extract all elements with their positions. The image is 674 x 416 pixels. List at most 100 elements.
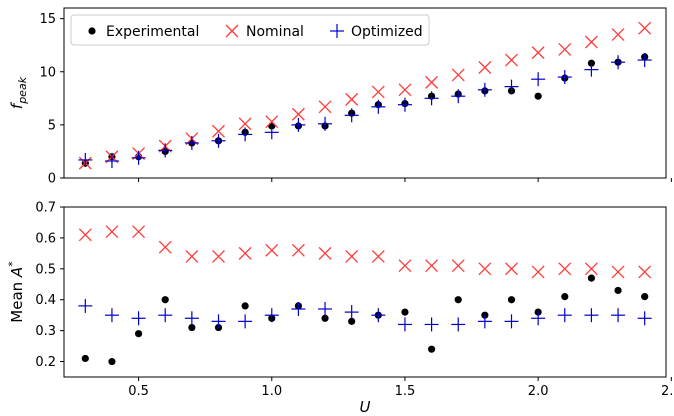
- y-tick-label: 0.4: [35, 293, 56, 308]
- point-nominal: [398, 83, 412, 97]
- point-optimized: [291, 117, 306, 132]
- point-nominal: [371, 85, 385, 99]
- point-nominal: [638, 21, 652, 35]
- y-tick-label: 0: [48, 172, 56, 187]
- series-experimental: [81, 274, 649, 366]
- series-experimental: [81, 53, 649, 167]
- point-nominal: [584, 35, 598, 49]
- y-tick-label: 10: [39, 65, 56, 80]
- point-optimized: [424, 317, 439, 332]
- axes-frame: [63, 7, 667, 179]
- point-nominal: [478, 61, 492, 74]
- y-tick-label: 15: [39, 12, 56, 27]
- point-nominal: [238, 117, 252, 131]
- point-optimized: [504, 314, 519, 329]
- point-experimental: [321, 314, 329, 322]
- x-tick-label: 1.0: [261, 384, 282, 399]
- point-optimized: [211, 314, 226, 329]
- point-optimized: [344, 108, 359, 123]
- y-axis-label: fpeak: [8, 76, 29, 109]
- y-tick-label: 0.7: [35, 201, 56, 216]
- point-nominal: [531, 265, 545, 279]
- point-optimized: [264, 308, 279, 323]
- point-experimental: [188, 323, 196, 332]
- point-experimental: [427, 345, 436, 353]
- y-tick-label: 0.2: [35, 355, 56, 370]
- series-optimized: [78, 53, 652, 168]
- point-nominal: [78, 228, 92, 242]
- point-optimized: [318, 116, 333, 131]
- point-experimental: [614, 286, 622, 295]
- point-nominal: [291, 107, 305, 121]
- x-axis-label: U: [360, 398, 371, 416]
- point-optimized: [531, 72, 546, 87]
- point-nominal: [425, 259, 439, 273]
- point-nominal: [478, 262, 492, 276]
- point-nominal: [105, 225, 119, 239]
- legend-label-experimental: Experimental: [106, 24, 199, 40]
- point-optimized: [158, 308, 173, 323]
- point-optimized: [557, 70, 572, 85]
- x-tick-label: 2.0: [528, 384, 549, 399]
- point-nominal: [451, 259, 465, 273]
- point-optimized: [611, 55, 626, 70]
- point-optimized: [397, 317, 412, 332]
- point-optimized: [637, 53, 652, 68]
- point-nominal: [265, 115, 279, 129]
- point-optimized: [504, 79, 519, 94]
- point-experimental: [454, 296, 462, 304]
- point-optimized: [238, 314, 253, 329]
- point-optimized: [584, 308, 599, 323]
- point-optimized: [584, 62, 599, 77]
- point-nominal: [611, 265, 625, 279]
- point-optimized: [318, 302, 333, 316]
- point-optimized: [344, 305, 359, 320]
- point-nominal: [158, 240, 172, 254]
- point-optimized: [371, 99, 386, 114]
- point-nominal: [398, 259, 412, 273]
- point-nominal: [371, 249, 385, 263]
- legend: Experimental Nominal Optimized: [70, 14, 430, 46]
- point-optimized: [424, 91, 439, 106]
- series-optimized: [78, 298, 652, 332]
- point-experimental: [587, 274, 596, 282]
- point-experimental: [507, 296, 516, 304]
- point-experimental: [561, 293, 569, 301]
- point-optimized: [451, 317, 466, 332]
- axes-frame: [63, 206, 667, 378]
- point-optimized: [291, 302, 306, 316]
- series-nominal: [78, 225, 652, 279]
- point-optimized: [104, 308, 119, 323]
- point-nominal: [238, 246, 252, 260]
- point-optimized: [557, 308, 572, 323]
- point-optimized: [211, 133, 226, 148]
- point-experimental: [81, 354, 89, 363]
- point-optimized: [78, 298, 93, 313]
- y-tick-label: 0.5: [35, 262, 56, 277]
- point-optimized: [611, 308, 626, 323]
- point-experimental: [241, 302, 249, 310]
- point-experimental: [161, 296, 169, 304]
- point-optimized: [131, 311, 146, 326]
- point-nominal: [531, 46, 545, 60]
- point-experimental: [641, 293, 649, 301]
- legend-label-nominal: Nominal: [246, 24, 304, 40]
- bottom-panel-mean-amplitude: 0.2 0.3 0.4 0.5 0.6 0.7 0.5 1.0 1.5 2.0 2.5 Mean A*…: [6, 201, 674, 416]
- point-optimized: [477, 82, 492, 97]
- point-nominal: [505, 262, 518, 276]
- point-optimized: [451, 89, 466, 104]
- top-panel-peak-frequency: 0 5 10 15 fpeak Experimental Nominal Optimized: [8, 7, 672, 187]
- point-experimental: [108, 357, 116, 366]
- point-optimized: [637, 311, 652, 326]
- point-optimized: [184, 135, 199, 150]
- point-nominal: [611, 28, 625, 42]
- point-nominal: [185, 249, 199, 263]
- point-experimental: [348, 317, 356, 325]
- point-nominal: [291, 243, 305, 257]
- point-nominal: [584, 262, 598, 276]
- legend-marker-experimental: [88, 27, 96, 35]
- x-tick-label: 2.5: [661, 384, 674, 399]
- point-optimized: [184, 311, 199, 326]
- point-nominal: [212, 249, 225, 263]
